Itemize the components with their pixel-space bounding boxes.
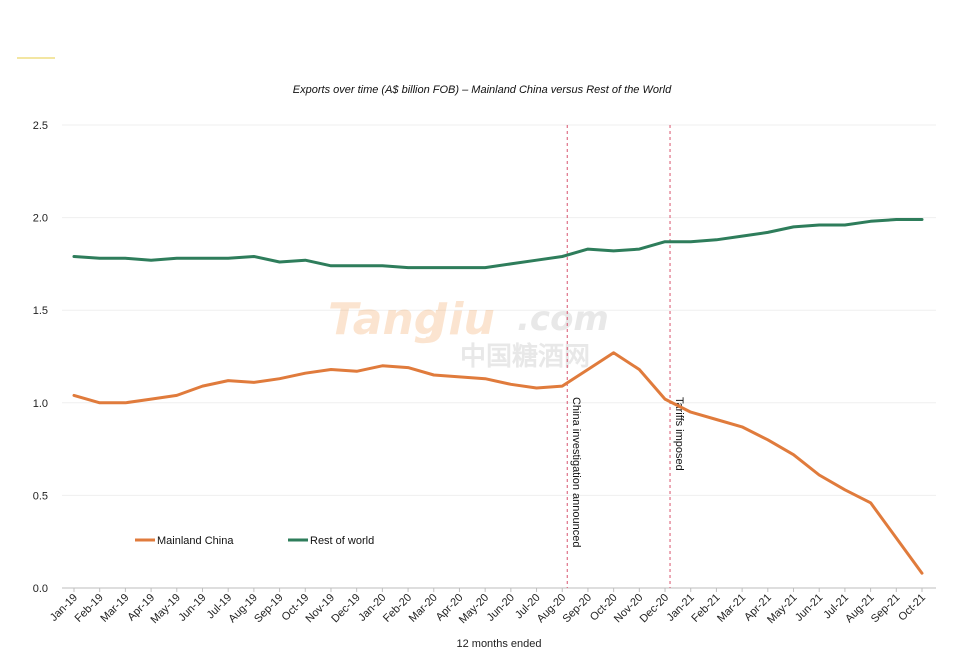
y-tick-label: 1.0: [33, 398, 48, 410]
series-line: [72, 218, 924, 270]
series-line: [72, 351, 924, 575]
y-tick-label: 2.0: [33, 213, 48, 225]
x-tick-label: Jun-20: [485, 592, 517, 624]
x-axis-label: 12 months ended: [456, 638, 541, 650]
x-tick-label: Sep-21: [869, 592, 903, 626]
series-lines: [72, 218, 924, 575]
x-tick-label: Jun-19: [176, 592, 208, 624]
y-tick-label: 2.5: [33, 120, 48, 132]
x-tick-label: Dec-19: [329, 592, 363, 626]
y-axis: 0.0 0.5 1.0 1.5 2.0 2.5: [33, 120, 48, 595]
legend: Mainland China Rest of world: [135, 535, 374, 547]
watermark-brand-b: Jiu: [424, 294, 495, 345]
x-tick-label: Sep-20: [560, 592, 594, 626]
chart-title: Exports over time (A$ billion FOB) – Mai…: [293, 84, 672, 96]
annotation-label: China investigation announced: [570, 397, 582, 547]
y-tick-label: 0.5: [33, 490, 48, 502]
watermark-domain: .com: [517, 299, 609, 339]
x-tick-label: Mar-19: [98, 592, 131, 625]
x-tick-label: Sep-19: [252, 592, 286, 626]
x-tick-label: Mar-21: [715, 592, 748, 625]
y-tick-label: 1.5: [33, 305, 48, 317]
legend-label: Mainland China: [157, 535, 234, 547]
annotations: China investigation announced Tariffs imp…: [566, 125, 685, 588]
watermark: Tang Jiu .com 中国糖酒网: [328, 294, 609, 372]
watermark-brand-a: Tang: [328, 294, 445, 345]
x-tick-label: Oct-21: [896, 592, 928, 624]
y-tick-label: 0.0: [33, 583, 48, 595]
watermark-chinese: 中国糖酒网: [460, 341, 590, 372]
legend-label: Rest of world: [310, 535, 374, 547]
x-tick-label: Dec-20: [638, 592, 672, 626]
annotation-label: Tariffs imposed: [673, 397, 685, 471]
x-tick-label: Jun-21: [793, 592, 825, 624]
x-tick-label: Mar-20: [407, 592, 440, 625]
gridlines: [62, 124, 936, 496]
x-axis: Jan-19Feb-19Mar-19Apr-19May-19Jun-19Jul-…: [48, 587, 936, 626]
